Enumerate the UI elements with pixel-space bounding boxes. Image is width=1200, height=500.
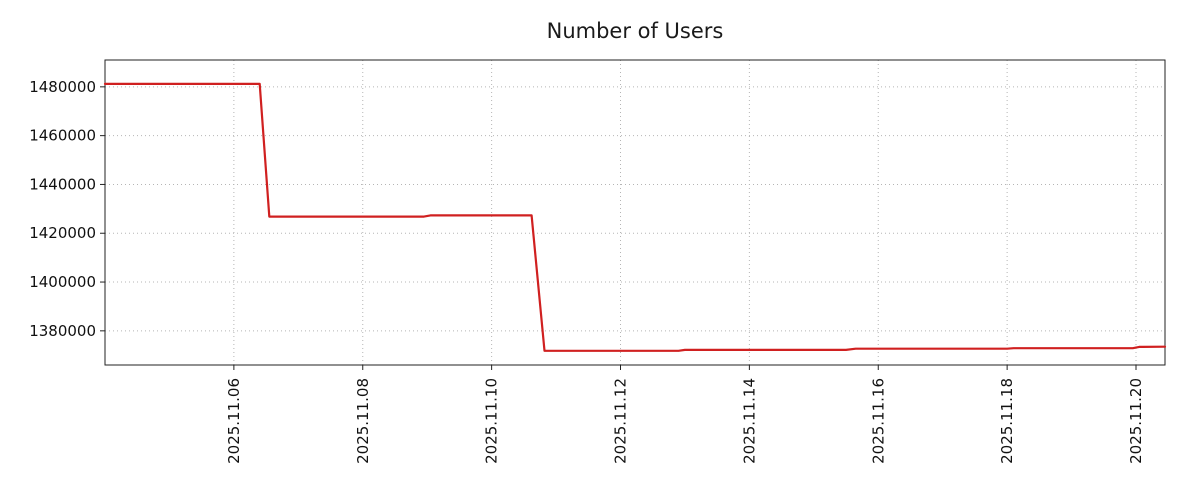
data-line-users (103, 82, 1167, 352)
y-tick-label: 1440000 (29, 175, 96, 193)
x-tick-label: 2025.11.12 (612, 378, 630, 464)
plot-border (104, 59, 1166, 366)
y-tick-label: 1460000 (29, 127, 96, 145)
x-tick-label: 2025.11.16 (869, 378, 887, 464)
x-tick-label: 2025.11.10 (483, 378, 501, 464)
x-tick-label: 2025.11.20 (1127, 378, 1145, 464)
y-tick-label: 1420000 (29, 224, 96, 242)
x-tick-label: 2025.11.08 (354, 378, 372, 464)
y-tick-label: 1380000 (29, 322, 96, 340)
x-tick-label: 2025.11.18 (998, 378, 1016, 464)
y-tick-label: 1400000 (29, 273, 96, 291)
x-tick-label: 2025.11.14 (740, 378, 758, 464)
y-tick-label: 1480000 (29, 78, 96, 96)
chart-title: Number of Users (547, 19, 724, 43)
x-tick-label: 2025.11.06 (225, 378, 243, 464)
